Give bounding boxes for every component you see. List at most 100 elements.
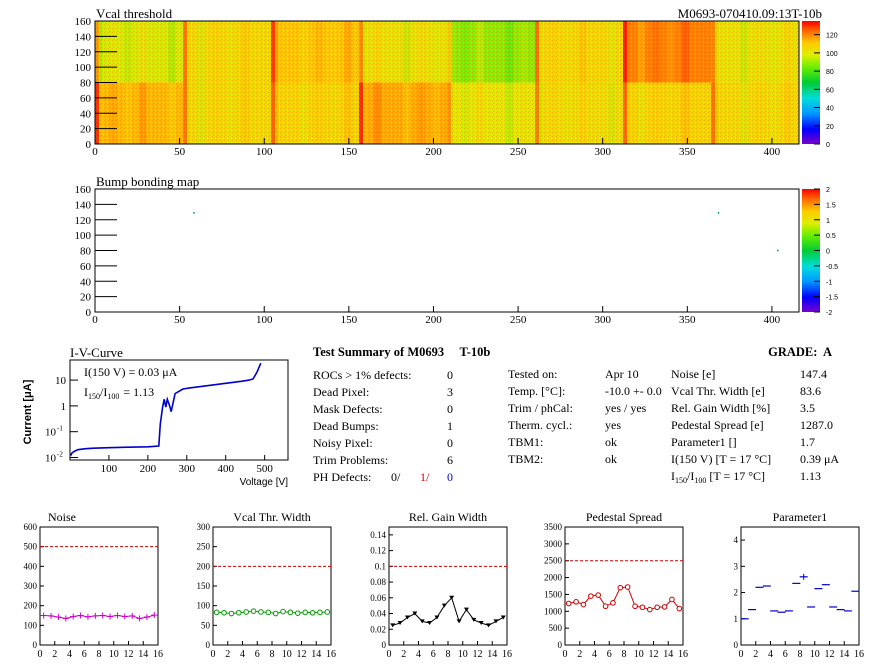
- gain-width-y-tick-label: 0: [382, 640, 387, 650]
- pedestal-spread-series: [568, 586, 680, 611]
- gain-width-y-tick-label: 0.08: [370, 577, 386, 587]
- pedestal-spread-point: [624, 584, 631, 590]
- gain-width-y-tick-label: 0.04: [370, 609, 386, 619]
- bump-bonding-y-tick-label: 120: [75, 215, 92, 227]
- vcal-threshold-axes: 0 50 100 150 200 250 300 350 4000204060801001201…: [75, 16, 781, 158]
- vcal-threshold-x-tick-label: 100: [256, 146, 273, 158]
- gain-width-frame: [388, 526, 508, 646]
- vcal-width-point: [280, 608, 286, 615]
- pedestal-spread-point: [610, 600, 616, 606]
- pedestal-spread-point: [632, 603, 638, 610]
- vcal-threshold-x-tick-label: 250: [510, 146, 527, 158]
- result-value: 147.4: [800, 367, 827, 381]
- pedestal-spread-y-tick-label: 1000: [544, 606, 563, 616]
- bump-bonding-y-tick-label: 80: [80, 246, 92, 258]
- vcal-width-point: [250, 608, 257, 614]
- bump-bonding-x-tick-label: 300: [594, 314, 611, 326]
- bump-bonding-x-tick-label: 100: [256, 314, 273, 326]
- noise-frame: [39, 526, 159, 646]
- result-label: Rel. Gain Width [%]: [671, 401, 770, 415]
- vcal-threshold-x-tick-label: 350: [679, 146, 696, 158]
- vcal-threshold-title: Vcal threshold: [96, 6, 173, 21]
- vcal-width-point: [228, 610, 235, 617]
- vcal-width-y-tick-label: 300: [197, 522, 211, 532]
- pedestal-spread-point: [595, 592, 601, 598]
- vcal-width-title: Vcal Thr. Width: [233, 510, 310, 524]
- defect-label: Mask Defects:: [313, 402, 383, 416]
- vcal-width-point: [324, 609, 331, 615]
- vcal-width-x-tick-label: 4: [240, 649, 245, 660]
- bump-defect-point: [717, 212, 720, 214]
- vcal-width-frame: [212, 526, 332, 646]
- condition-value: yes: [605, 418, 621, 432]
- vcal-width-y-tick-label: 100: [197, 601, 211, 611]
- pedestal-spread-point: [580, 601, 587, 608]
- palette-tick-label: -0.5: [826, 264, 838, 271]
- vcal-threshold-x-tick-label: 200: [425, 146, 442, 158]
- vcal-width-point: [243, 609, 249, 615]
- gain-width-x-tick-label: 4: [416, 649, 421, 660]
- vcal-width-x-tick-label: 6: [255, 649, 260, 660]
- pedestal-spread-point: [661, 604, 668, 610]
- gain-width-point: [500, 615, 506, 620]
- noise-y-tick-label: 0: [33, 640, 38, 650]
- bump-bonding-y-tick-label: 40: [80, 276, 92, 288]
- pedestal-spread-x-tick-label: 0: [563, 649, 568, 660]
- parameter1-x-tick-label: 16: [854, 649, 864, 660]
- conditions-list: Tested on: Apr 10 Temp. [°C]: -10.0 +- 0.0 T…: [508, 367, 662, 466]
- parameter1-y-tick-label: 4: [734, 535, 739, 545]
- vcal-width-x-tick-label: 0: [211, 649, 216, 660]
- vcal-width-x-tick-label: 10: [282, 649, 292, 660]
- vcal-width-point: [302, 609, 308, 616]
- vcal-threshold-map: Vcal threshold M0693-070410.09:13T-10b 0…: [75, 6, 838, 158]
- palette-tick-label: -1: [826, 279, 832, 286]
- vcal-width-x-tick-label: 16: [326, 649, 336, 660]
- vcal-threshold-y-tick-label: 20: [80, 124, 92, 136]
- bump-bonding-x-tick-label: 400: [764, 314, 781, 326]
- gain-width-y-tick-label: 0.14: [370, 530, 386, 540]
- pedestal-spread-x-tick-label: 14: [663, 649, 673, 660]
- vcal-threshold-x-tick-label: 50: [174, 146, 186, 158]
- vcal-threshold-x-tick-label: 400: [764, 146, 781, 158]
- bump-bonding-points: [193, 212, 779, 252]
- defect-value: 1: [447, 419, 453, 433]
- noise-x-tick-label: 8: [97, 649, 102, 660]
- pedestal-spread-y-tick-label: 2500: [544, 556, 563, 566]
- ph-defects-label: PH Defects:: [313, 470, 371, 484]
- noise-x-tick-label: 12: [124, 649, 134, 660]
- gain-width-y-tick-label: 0.02: [370, 624, 386, 634]
- gain-width-point: [486, 623, 492, 628]
- defect-label: Dead Pixel:: [313, 385, 369, 399]
- vcal-width-point: [287, 609, 294, 616]
- parameter1-x-tick-label: 10: [810, 649, 820, 660]
- bump-bonding-palette-ticks: 2 1.5 1 0.5 0 -0.5 -1 -1.5 -2: [814, 187, 838, 317]
- vcal-width-point: [236, 609, 242, 616]
- result-label: Vcal Thr. Width [e]: [671, 384, 765, 398]
- result-value: 0.39 μA: [800, 452, 839, 466]
- pedestal-spread-point: [573, 599, 579, 605]
- pedestal-spread-point: [676, 605, 683, 612]
- condition-value: yes / yes: [605, 401, 647, 415]
- vcal-threshold-x-tick-label: 300: [594, 146, 611, 158]
- vcal-threshold-palette: [802, 21, 820, 144]
- vcal-threshold-y-tick-label: 0: [86, 139, 92, 151]
- iv-xlabel: Voltage [V]: [240, 477, 289, 488]
- condition-label: Temp. [°C]:: [508, 384, 565, 398]
- gain-width-series: [392, 596, 504, 626]
- palette-tick-label: 0: [826, 249, 830, 256]
- condition-value: Apr 10: [605, 367, 639, 381]
- noise-x-tick-label: 14: [138, 649, 148, 660]
- noise-y-tick-label: 100: [24, 620, 38, 630]
- gain-width-point: [412, 611, 418, 616]
- gain-width-x-tick-label: 16: [502, 649, 512, 660]
- parameter1-x-tick-label: 14: [839, 649, 849, 660]
- palette-tick-label: 1: [826, 218, 830, 225]
- condition-value: ok: [605, 452, 617, 466]
- noise-x-tick-label: 10: [109, 649, 119, 660]
- condition-label: Tested on:: [508, 367, 557, 381]
- gain-width-point: [449, 595, 455, 600]
